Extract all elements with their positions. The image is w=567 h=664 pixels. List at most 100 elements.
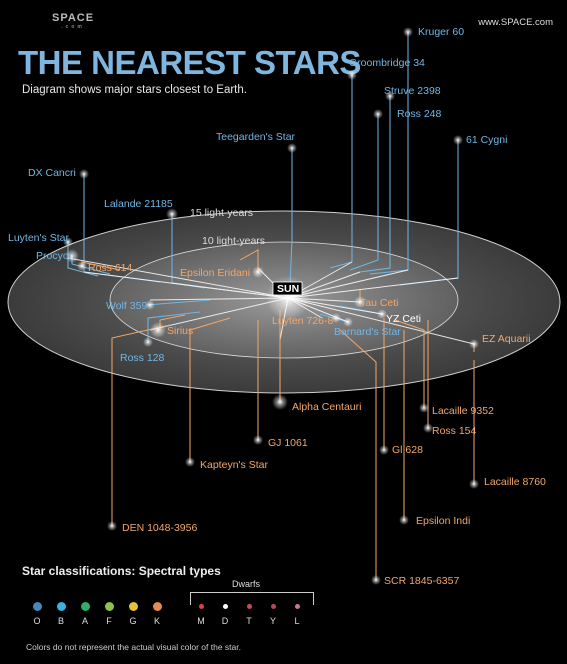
star-ross-154[interactable] xyxy=(423,423,433,433)
star-points xyxy=(63,27,479,585)
label-ross-128: Ross 128 xyxy=(120,352,165,364)
line-ross-248 xyxy=(349,114,379,271)
logo-subtext: .com xyxy=(61,24,85,30)
label-groombridge-34: Groombridge 34 xyxy=(349,57,425,69)
sun-label: SUN xyxy=(277,283,299,295)
space-logo: SPACE .com xyxy=(52,12,94,30)
spectral-class-y: Y xyxy=(262,602,284,626)
star-tau-ceti[interactable] xyxy=(354,296,366,308)
star-epsilon-indi[interactable] xyxy=(399,515,409,525)
spectral-letter-g: G xyxy=(129,616,137,626)
star-yz-ceti[interactable] xyxy=(377,309,387,319)
star-procyon[interactable] xyxy=(65,249,79,263)
star-ross-128[interactable] xyxy=(143,337,153,347)
sun-label-box xyxy=(272,281,303,296)
star-ross-248[interactable] xyxy=(373,109,383,119)
label-lacaille-8760: Lacaille 8760 xyxy=(484,476,546,488)
star-kapteyns[interactable] xyxy=(185,457,195,467)
spectral-dot-f xyxy=(104,602,114,611)
label-ross-614: Ross 614 xyxy=(88,262,133,274)
star-gl-628[interactable] xyxy=(379,445,389,455)
star-scr[interactable] xyxy=(371,575,381,585)
star-kruger-60[interactable] xyxy=(403,27,413,37)
spectral-letter-f: F xyxy=(106,616,112,626)
star-luyten[interactable] xyxy=(63,237,73,247)
label-sirius: Sirius xyxy=(167,325,193,337)
star-luyten-726[interactable] xyxy=(331,313,341,323)
label-wolf-359: Wolf 359 xyxy=(106,300,147,312)
label-luyten: Luyten's Star xyxy=(8,232,69,244)
star-dx-cancri[interactable] xyxy=(79,169,89,179)
line-epsilon-eridani xyxy=(239,249,259,272)
label-scr: SCR 1845-6357 xyxy=(384,575,459,587)
spectral-dot-k xyxy=(152,602,162,611)
spectral-class-k: K xyxy=(146,602,168,626)
dwarfs-bracket xyxy=(190,592,314,605)
spectral-class-m: M xyxy=(190,602,212,626)
star-lacaille-8760[interactable] xyxy=(469,479,479,489)
label-struve-2398: Struve 2398 xyxy=(384,85,441,97)
label-teegardens: Teegarden's Star xyxy=(216,131,296,143)
star-teegardens[interactable] xyxy=(287,143,297,153)
star-struve-2398[interactable] xyxy=(385,91,395,101)
spectral-letter-t: T xyxy=(246,616,252,626)
spectral-letter-o: O xyxy=(33,616,41,626)
label-kruger-60: Kruger 60 xyxy=(418,26,464,38)
star-epsilon-eridani[interactable] xyxy=(252,266,264,278)
line-ross-128 xyxy=(147,311,201,342)
spectral-class-f: F xyxy=(98,602,120,626)
spectral-letter-m: M xyxy=(197,616,205,626)
label-ross-154: Ross 154 xyxy=(432,425,477,437)
star-wolf-359[interactable] xyxy=(145,300,155,310)
star-sirius[interactable] xyxy=(150,322,166,338)
line-scr xyxy=(339,329,377,580)
star-gj-1061[interactable] xyxy=(253,435,263,445)
spectral-class-a: A xyxy=(74,602,96,626)
inner-ring-label: 10 light-years xyxy=(202,235,265,247)
spectral-class-b: B xyxy=(50,602,72,626)
site-credit: www.SPACE.com xyxy=(478,17,553,28)
spectral-letter-k: K xyxy=(153,616,160,626)
label-kapteyns: Kapteyn's Star xyxy=(200,459,268,471)
spectral-class-t: T xyxy=(238,602,260,626)
star-61-cygni[interactable] xyxy=(453,135,463,145)
label-ross-248: Ross 248 xyxy=(397,108,442,120)
spectral-dot-l xyxy=(294,604,300,609)
page-subtitle: Diagram shows major stars closest to Ear… xyxy=(22,84,247,96)
page-title: THE NEAREST STARS xyxy=(18,44,361,81)
star-ez-aquarii[interactable] xyxy=(469,339,479,349)
spectral-class-d: D xyxy=(214,602,236,626)
spectral-letter-b: B xyxy=(57,616,64,626)
label-alpha-centauri: Alpha Centauri xyxy=(292,401,361,413)
star-lacaille-9352[interactable] xyxy=(419,403,429,413)
star-alpha-centauri[interactable] xyxy=(272,394,288,410)
spectral-dot-m xyxy=(198,604,204,609)
spectral-letter-l: L xyxy=(294,616,300,626)
star-barnards[interactable] xyxy=(343,317,353,327)
spectral-dot-o xyxy=(32,602,42,611)
outer-ring-label: 15 light-years xyxy=(190,207,253,219)
spectral-class-l: L xyxy=(286,602,308,626)
spectral-letter-a: A xyxy=(81,616,88,626)
spectral-dot-y xyxy=(270,604,276,609)
label-gj-1061: GJ 1061 xyxy=(268,437,308,449)
star-groombridge-34[interactable] xyxy=(347,70,357,80)
label-epsilon-eridani: Epsilon Eridani xyxy=(180,267,250,279)
dwarfs-label: Dwarfs xyxy=(232,579,261,589)
line-wolf-359 xyxy=(145,299,211,306)
legend-note: Colors do not represent the actual visua… xyxy=(26,642,241,652)
spectral-dot-b xyxy=(56,602,66,611)
line-lacaille-9352 xyxy=(394,319,425,408)
logo-text: SPACE xyxy=(52,12,95,24)
star-den[interactable] xyxy=(107,521,117,531)
star-lalande[interactable] xyxy=(166,208,178,220)
label-yz-ceti: YZ Ceti xyxy=(386,313,421,325)
star-labels: Kruger 60 Groombridge 34 Struve 2398 Ros… xyxy=(8,26,546,587)
label-epsilon-indi: Epsilon Indi xyxy=(416,515,470,527)
label-den: DEN 1048-3956 xyxy=(122,522,197,534)
star-ross-614[interactable] xyxy=(77,261,87,271)
label-gl-628: Gl 628 xyxy=(392,444,423,456)
spectral-letter-y: Y xyxy=(269,616,276,626)
spectral-class-o: O xyxy=(26,602,48,626)
label-barnards: Barnard's Star xyxy=(334,326,401,338)
